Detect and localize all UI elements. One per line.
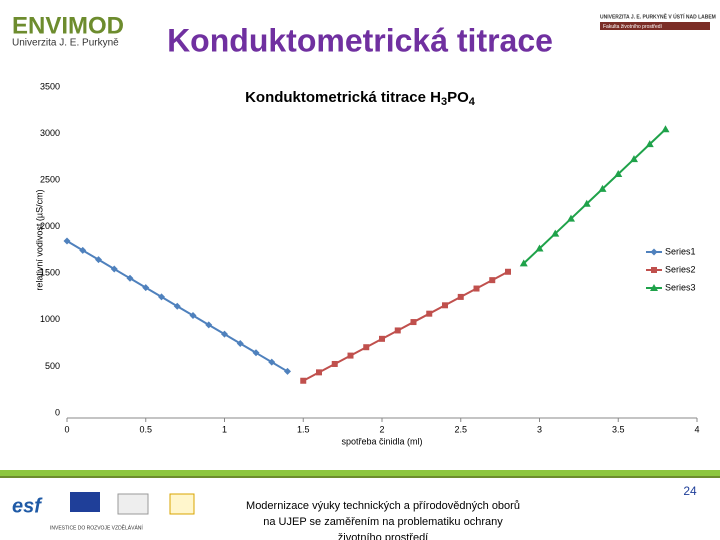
marker	[331, 360, 338, 367]
legend-label: Series2	[665, 264, 696, 274]
marker	[221, 330, 228, 338]
y-tick-label: 3000	[40, 128, 60, 138]
legend-label: Series1	[665, 246, 696, 256]
footer-text-line: Modernizace výuky technických a přírodov…	[246, 500, 520, 512]
marker	[347, 352, 354, 359]
x-tick-label: 3	[537, 424, 542, 434]
marker	[268, 358, 276, 366]
x-axis-label: spotřeba činidla (ml)	[341, 436, 422, 446]
marker	[173, 302, 181, 310]
logo-left-subtitle: Univerzita J. E. Purkyně	[12, 38, 119, 49]
marker	[535, 244, 544, 252]
marker	[236, 339, 244, 347]
marker	[582, 199, 591, 207]
marker	[505, 268, 511, 275]
marker	[614, 169, 623, 177]
marker	[457, 293, 464, 300]
page-number: 24	[683, 484, 697, 498]
x-tick-label: 2.5	[454, 424, 467, 434]
y-tick-label: 2000	[40, 221, 60, 231]
footer-text-line: životního prostředí	[338, 532, 429, 540]
legend-marker	[651, 267, 657, 273]
x-tick-label: 2	[379, 424, 384, 434]
y-axis-label: relativní vodivost (µS/cm)	[34, 189, 44, 290]
x-tick-label: 3.5	[612, 424, 625, 434]
x-tick-label: 0	[64, 424, 69, 434]
marker	[442, 302, 448, 309]
marker	[284, 367, 291, 375]
logo-right-subtitle: Fakulta životního prostředí	[603, 24, 663, 30]
marker	[189, 312, 197, 320]
x-tick-label: 1	[222, 424, 227, 434]
footer-band-line	[0, 476, 720, 478]
y-tick-label: 3500	[40, 81, 60, 91]
x-tick-label: 4	[694, 424, 699, 434]
logo-left-title: ENVIMOD	[12, 12, 124, 39]
marker	[205, 321, 213, 329]
series-line	[523, 128, 667, 265]
y-tick-label: 500	[45, 361, 60, 371]
x-tick-label: 1.5	[297, 424, 310, 434]
marker	[598, 184, 607, 192]
chart-title: Konduktometrická titrace H3PO4	[245, 89, 476, 108]
marker	[567, 214, 575, 222]
marker	[551, 229, 560, 237]
marker	[489, 277, 496, 284]
footer-text-line: na UJEP se zaměřením na problematiku och…	[263, 516, 503, 528]
msmt-logo	[117, 493, 149, 515]
x-tick-label: 0.5	[139, 424, 152, 434]
footer-logo-text: INVESTICE DO ROZVOJE VZDĚLÁVÁNÍ	[50, 523, 143, 531]
marker	[394, 327, 401, 334]
eu-flag	[70, 492, 100, 512]
marker	[519, 259, 528, 267]
marker	[110, 265, 118, 273]
marker	[410, 319, 417, 326]
logo-right-title: UNIVERZITA J. E. PURKYNĚ V ÚSTÍ NAD LABE…	[600, 12, 716, 20]
footer-band	[0, 470, 720, 476]
marker	[473, 285, 480, 292]
y-tick-label: 0	[55, 407, 60, 417]
marker	[79, 246, 87, 254]
y-tick-label: 1500	[40, 268, 60, 278]
marker	[379, 335, 385, 342]
marker	[363, 344, 370, 351]
marker	[630, 155, 638, 163]
marker	[645, 140, 654, 148]
marker	[142, 284, 150, 292]
y-tick-label: 2500	[40, 175, 60, 185]
logo-right-bar	[600, 22, 710, 30]
marker	[126, 274, 134, 282]
legend-marker	[650, 284, 658, 291]
legend-label: Series3	[665, 282, 696, 292]
y-tick-label: 1000	[40, 314, 60, 324]
legend-marker	[650, 248, 658, 256]
slide-title: Konduktometrická titrace	[167, 22, 553, 58]
marker	[63, 237, 71, 245]
op-logo	[169, 493, 195, 515]
marker	[95, 256, 102, 264]
marker	[426, 310, 433, 317]
marker	[316, 369, 322, 376]
marker	[158, 293, 165, 301]
marker	[661, 125, 670, 133]
esf-logo: esf	[12, 495, 43, 517]
marker	[252, 349, 260, 357]
marker	[300, 377, 307, 384]
